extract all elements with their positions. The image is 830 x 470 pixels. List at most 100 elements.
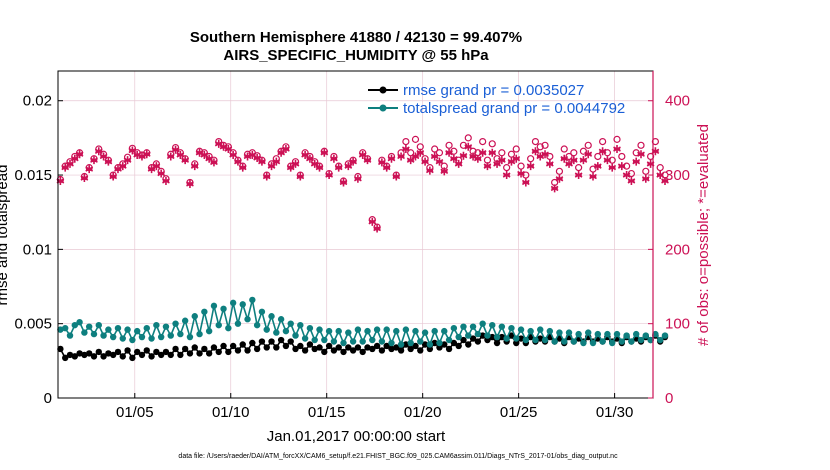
data-point (623, 332, 630, 339)
obs-possible-point (599, 138, 607, 146)
obs-evaluated-point (181, 156, 190, 165)
obs-evaluated-point (142, 150, 151, 159)
obs-evaluated-point (243, 152, 252, 161)
data-point (656, 336, 664, 344)
data-point (527, 327, 534, 335)
data-point (455, 342, 462, 350)
obs-evaluated-point (291, 159, 300, 168)
data-point (90, 330, 98, 338)
data-point (513, 339, 520, 347)
data-point (129, 336, 136, 344)
obs-evaluated-point (545, 159, 554, 168)
y-right-tick-label: 0 (665, 390, 673, 407)
obs-evaluated-point (349, 157, 357, 166)
data-point (148, 335, 155, 342)
data-point (268, 313, 275, 320)
obs-evaluated-point (253, 153, 261, 162)
data-point (345, 344, 352, 351)
data-point (61, 354, 69, 362)
data-point (76, 350, 83, 357)
data-point (369, 345, 376, 353)
data-point (517, 335, 525, 342)
obs-evaluated-point (306, 154, 314, 163)
data-point (407, 345, 414, 353)
obs-evaluated-point (512, 154, 521, 163)
obs-evaluated-point (526, 162, 535, 171)
data-point (354, 326, 362, 333)
obs-evaluated-point (521, 178, 530, 187)
obs-evaluated-point (277, 148, 285, 157)
legend-swatch-marker (379, 86, 387, 94)
data-point (71, 321, 78, 329)
obs-evaluated-point (536, 152, 545, 161)
obs-evaluated-point (123, 156, 132, 165)
data-point (585, 329, 592, 336)
obs-evaluated-point (128, 146, 137, 155)
data-point (474, 330, 482, 338)
data-point (359, 338, 366, 345)
data-point (580, 339, 587, 347)
data-point (138, 351, 146, 359)
data-point (71, 353, 78, 360)
obs-evaluated-point (171, 145, 180, 154)
obs-possible-point (536, 143, 544, 151)
data-point (618, 338, 626, 345)
y-left-tick-label: 0.01 (23, 241, 52, 258)
data-point (383, 326, 390, 333)
obs-evaluated-point (109, 172, 118, 181)
obs-possible-point (613, 135, 621, 143)
y-axis-right-label: # of obs: o=possible; *=evaluated (695, 124, 712, 346)
data-point (345, 329, 352, 336)
data-point (306, 341, 314, 348)
data-point (215, 348, 222, 356)
y-right-tick-label: 300 (665, 167, 690, 184)
data-point (133, 348, 141, 356)
data-point (239, 301, 246, 308)
data-point (177, 351, 184, 359)
obs-possible-point (594, 152, 602, 161)
obs-evaluated-point (176, 150, 185, 159)
obs-evaluated-point (493, 159, 501, 168)
data-point (565, 329, 573, 336)
data-point (129, 354, 136, 362)
obs-possible-point (589, 165, 597, 173)
data-point (301, 335, 309, 342)
data-point (330, 338, 338, 345)
data-point (407, 339, 414, 347)
obs-evaluated-point (593, 162, 602, 171)
data-point (81, 351, 88, 359)
obs-evaluated-point (421, 157, 429, 166)
obs-evaluated-point (574, 171, 583, 180)
data-point (263, 344, 270, 351)
obs-evaluated-point (661, 176, 669, 185)
obs-evaluated-point (646, 159, 655, 168)
obs-evaluated-point (632, 157, 641, 166)
data-point (465, 341, 472, 348)
data-point (354, 344, 362, 351)
data-point (85, 350, 93, 357)
obs-evaluated-point (627, 176, 636, 185)
data-point (244, 316, 251, 323)
legend-label: totalspread grand pr = 0.0044792 (403, 100, 625, 117)
obs-evaluated-point (334, 163, 343, 172)
data-point (321, 336, 328, 344)
data-point (316, 326, 323, 333)
obs-possible-point (637, 141, 645, 149)
data-point (541, 336, 549, 344)
data-point (287, 320, 294, 327)
data-point (282, 327, 290, 335)
obs-evaluated-point (118, 162, 127, 171)
obs-possible-point (479, 138, 487, 146)
obs-evaluated-point (637, 150, 645, 159)
data-point (177, 330, 184, 338)
obs-evaluated-point (517, 169, 525, 178)
obs-possible-point (402, 138, 410, 146)
data-point (393, 327, 400, 335)
data-point (484, 336, 491, 344)
data-point (402, 341, 410, 348)
plot-area: 0 0.005 0.01 0.015 0.02 0 100 200 300 400 01/05 01/… (14, 70, 690, 421)
obs-evaluated-point (426, 166, 434, 175)
data-point (301, 347, 309, 354)
data-point (484, 332, 491, 339)
chart-subtitle: AIRS_SPECIFIC_HUMIDITY @ 55 hPa (223, 47, 489, 64)
